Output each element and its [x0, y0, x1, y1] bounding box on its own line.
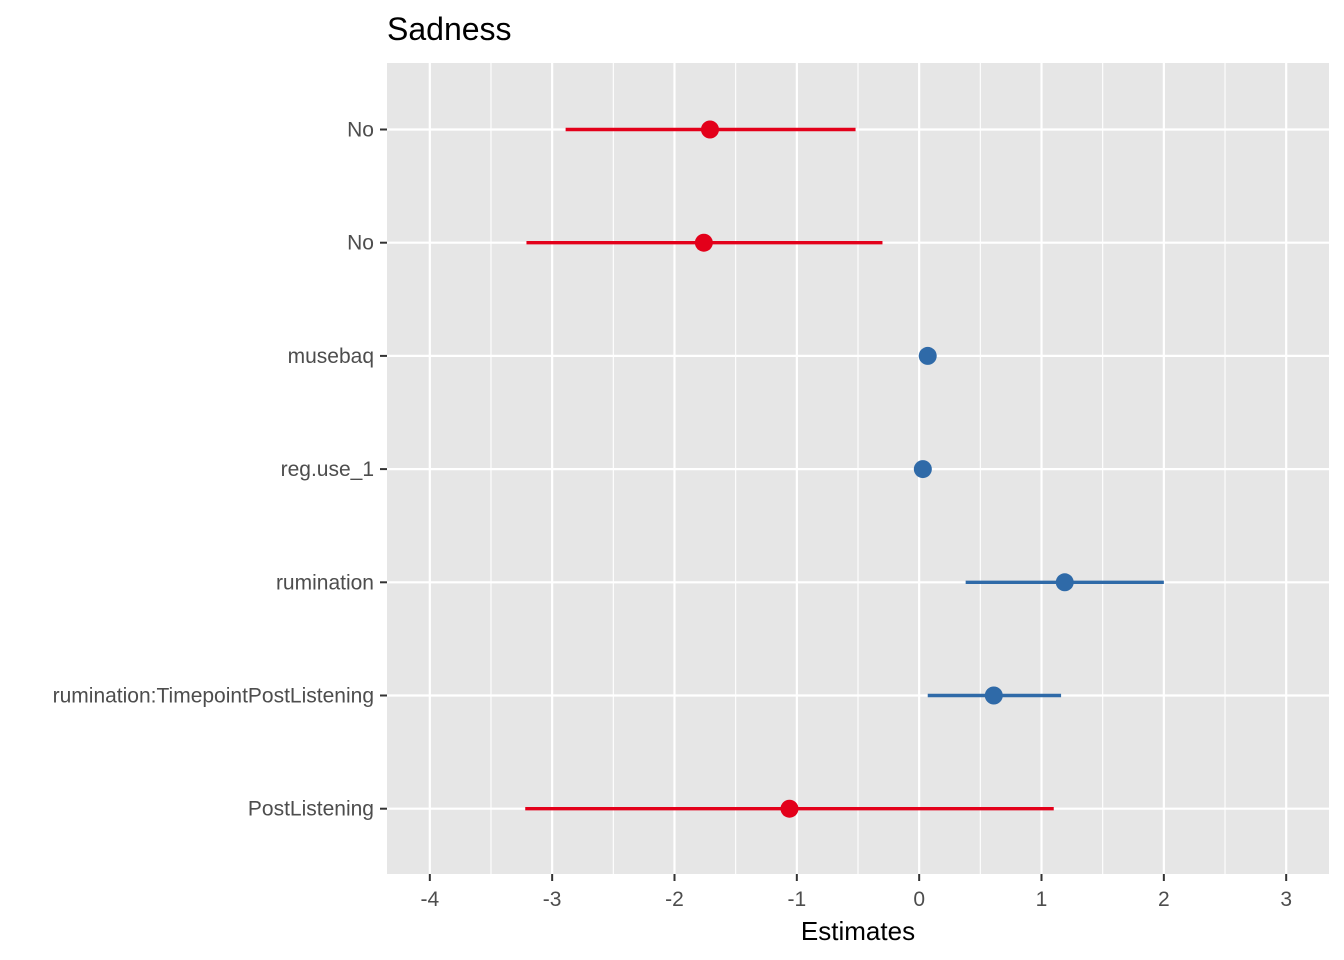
y-tick-label: reg.use_1: [281, 458, 374, 481]
estimate-marks: [525, 120, 1164, 818]
x-tick-label: 0: [913, 888, 925, 911]
estimate-point: [913, 460, 932, 479]
x-tick-label: -2: [665, 888, 684, 911]
y-tick-label: No: [347, 232, 374, 255]
estimate-point: [984, 686, 1003, 705]
chart-title: Sadness: [387, 11, 512, 47]
y-axis: No No musebaq reg.use_1 rumination rumination…: [53, 119, 387, 821]
x-tick-label: 3: [1280, 888, 1292, 911]
x-tick-label: -4: [420, 888, 439, 911]
y-tick-label: No: [347, 119, 374, 142]
x-tick-label: 2: [1158, 888, 1170, 911]
x-tick-label: -1: [787, 888, 806, 911]
estimate-point: [918, 346, 937, 365]
x-axis-title: Estimates: [801, 916, 915, 946]
y-tick-label: rumination: [276, 571, 374, 594]
y-tick-label: rumination:TimepointPostListening: [53, 685, 374, 708]
x-tick-label: 1: [1036, 888, 1048, 911]
estimate-point: [700, 120, 719, 139]
x-axis: -4 -3 -2 -1 0 1 2 3: [420, 874, 1292, 911]
estimate-point: [694, 233, 713, 252]
estimate-point: [1055, 573, 1074, 592]
y-tick-label: musebaq: [288, 345, 374, 368]
estimate-point: [780, 799, 799, 818]
x-tick-label: -3: [543, 888, 562, 911]
y-tick-label: PostListening: [248, 798, 374, 821]
